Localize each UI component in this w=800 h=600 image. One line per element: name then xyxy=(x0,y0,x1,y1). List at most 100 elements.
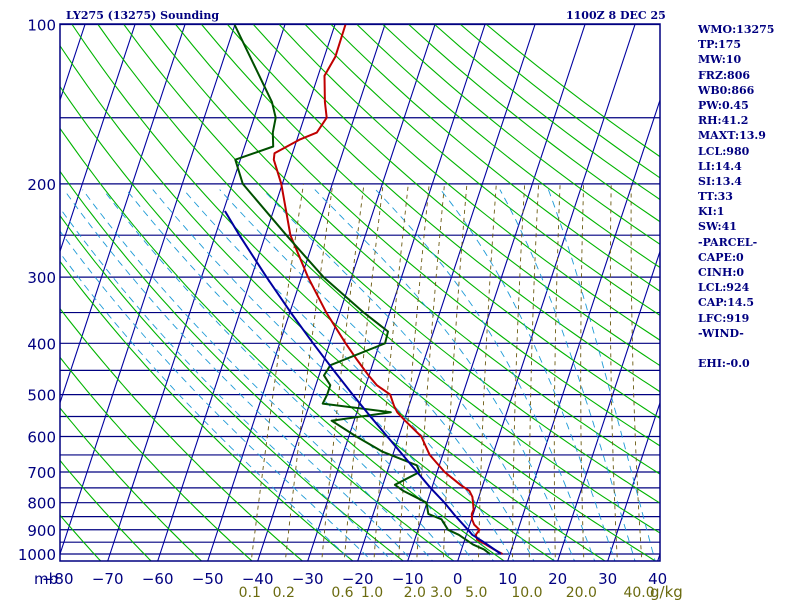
moist-adiabat xyxy=(60,207,393,561)
temperature-tick-label: −80 xyxy=(42,570,74,588)
index-item: SI:13.4 xyxy=(698,174,742,188)
dry-adiabat xyxy=(252,24,660,367)
pressure-tick-label: 300 xyxy=(27,269,56,287)
mixing-ratio-label: 40.0 xyxy=(623,585,654,600)
index-item: WB0:866 xyxy=(698,83,755,97)
mixing-ratio-unit-label: g/kg xyxy=(650,583,683,600)
temperature-tick-label: −60 xyxy=(142,570,174,588)
dry-adiabat xyxy=(382,24,660,245)
temperature-tick-label: −70 xyxy=(92,570,124,588)
mixing-ratio-line xyxy=(553,183,561,561)
isotherm-line xyxy=(557,249,660,561)
temperature-tick-label: −30 xyxy=(292,570,324,588)
pressure-unit-label: mb xyxy=(34,570,58,588)
dry-adiabat xyxy=(60,85,556,561)
index-item: EHI:-0.0 xyxy=(698,357,750,371)
stability-indices-panel: WMO:13275 TP:175 MW:10 FRZ:806 WB0:866 PW:0.4… xyxy=(698,22,774,371)
pressure-tick-label: 400 xyxy=(27,335,56,353)
index-item: CAP:14.5 xyxy=(698,296,755,310)
moist-adiabat xyxy=(60,252,353,561)
index-item: CINH:0 xyxy=(698,266,745,279)
mixing-ratio-line xyxy=(398,183,430,561)
pressure-tick-label: 200 xyxy=(27,176,56,194)
moist-adiabat xyxy=(63,189,413,561)
temperature-tick-label: 40 xyxy=(648,570,667,588)
moist-adiabat xyxy=(547,189,656,561)
temperature-line xyxy=(272,24,503,555)
mixing-ratio-label: 0.6 xyxy=(331,585,353,600)
index-item: TP:175 xyxy=(698,38,742,52)
isotherm-line xyxy=(607,400,660,561)
index-item: -WIND- xyxy=(698,326,744,340)
chart-time: 1100Z 8 DEC 25 xyxy=(566,9,666,22)
pressure-tick-label: 700 xyxy=(27,464,56,482)
isotherm-line xyxy=(60,24,136,254)
mixing-ratio-label: 1.0 xyxy=(361,585,383,600)
index-item: MW:10 xyxy=(698,53,742,67)
dry-adiabat xyxy=(60,170,455,561)
mixing-ratio-label: 20.0 xyxy=(566,585,597,600)
temperature-tick-label: −10 xyxy=(392,570,424,588)
dewpoint-line xyxy=(233,24,491,555)
mixing-ratio-line xyxy=(321,183,365,561)
temperature-tick-label: 30 xyxy=(598,570,617,588)
dry-adiabat xyxy=(175,24,660,447)
mixing-ratio-line xyxy=(630,183,643,561)
isotherm-line xyxy=(157,24,336,561)
index-item: TT:33 xyxy=(698,190,733,204)
pressure-tick-label: 900 xyxy=(27,522,56,540)
isotherm-line xyxy=(357,24,536,561)
plot-frame xyxy=(59,23,661,562)
index-item: PW:0.45 xyxy=(698,98,749,112)
index-item: LCL:980 xyxy=(698,144,750,158)
mixing-ratio-label: 0.1 xyxy=(239,585,261,600)
mixing-ratio-label: 5.0 xyxy=(465,585,487,600)
chart-title: LY275 (13275) Sounding xyxy=(66,9,219,22)
mixing-ratio-line xyxy=(512,183,526,561)
dry-adiabat xyxy=(71,24,657,561)
moist-adiabat xyxy=(82,189,434,561)
dry-adiabat xyxy=(304,24,660,317)
temperature-tick-label: −50 xyxy=(192,570,224,588)
dry-adiabat xyxy=(123,24,660,504)
dry-adiabat xyxy=(60,407,203,561)
mixing-ratio-label: 2.0 xyxy=(404,585,426,600)
dry-adiabat xyxy=(356,24,660,269)
dry-adiabat xyxy=(60,356,253,561)
mixing-ratio-label: 0.2 xyxy=(273,585,295,600)
mixing-ratio-line xyxy=(284,183,334,561)
index-item: LI:14.4 xyxy=(698,159,742,173)
index-item: WMO:13275 xyxy=(698,23,775,36)
isotherm-line xyxy=(60,24,186,405)
moist-adiabat xyxy=(183,189,515,561)
moist-adiabat xyxy=(219,189,535,561)
index-item: LCL:924 xyxy=(698,281,750,295)
isotherm-line xyxy=(60,24,236,556)
mixing-ratio-line xyxy=(609,183,618,561)
dry-adiabat xyxy=(227,24,660,393)
dry-adiabat xyxy=(60,459,152,561)
pressure-tick-label: 600 xyxy=(27,429,56,447)
index-item: CAPE:0 xyxy=(698,250,744,264)
mixing-ratio-label: 10.0 xyxy=(511,585,542,600)
mixing-ratio-line xyxy=(373,183,409,561)
mixing-ratio-line xyxy=(343,183,384,561)
dry-adiabat xyxy=(60,44,607,561)
index-item: FRZ:806 xyxy=(698,68,751,82)
dry-adiabat xyxy=(60,127,506,561)
dry-adiabat xyxy=(330,24,660,292)
mixing-ratio-line xyxy=(580,183,585,561)
pressure-tick-label: 800 xyxy=(27,495,56,513)
isotherm-line xyxy=(407,24,586,561)
pressure-tick-label: 500 xyxy=(27,387,56,405)
isotherm-line xyxy=(507,98,660,561)
isotherm-line xyxy=(207,24,386,561)
moist-adiabat xyxy=(262,189,555,561)
index-item: LFC:919 xyxy=(698,311,750,325)
index-item: SW:41 xyxy=(698,220,737,234)
parcel-line xyxy=(224,210,502,555)
temperature-tick-label: −40 xyxy=(242,570,274,588)
temperature-tick-label: 10 xyxy=(498,570,517,588)
dry-adiabat xyxy=(149,24,660,475)
